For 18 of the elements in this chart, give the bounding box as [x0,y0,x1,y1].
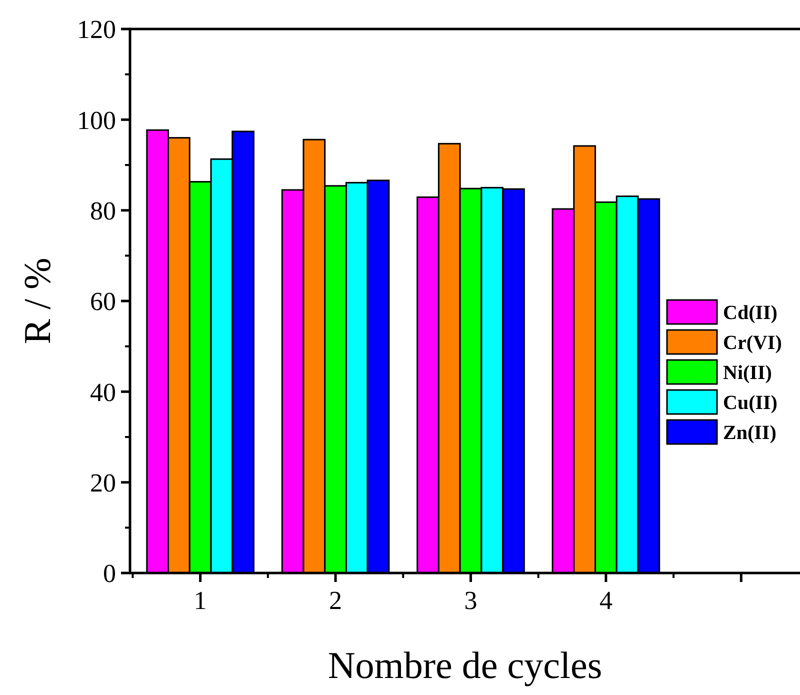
x-axis-title: Nombre de cycles [328,645,602,687]
y-axis-title: R / % [17,258,59,344]
x-tick-label: 4 [599,586,612,615]
y-tick-label: 80 [90,196,116,226]
y-tick-label: 60 [90,287,116,316]
x-tick-label: 1 [194,586,207,615]
y-tick-label: 120 [77,15,116,44]
legend-label: Ni(II) [723,362,772,384]
x-tick-label: 2 [329,586,342,615]
y-tick-label: 0 [103,559,116,588]
y-tick-label: 20 [90,468,116,498]
x-tick-label: 3 [464,586,478,615]
legend-label: Cu(II) [723,392,778,414]
y-tick-label: 40 [90,378,116,407]
legend-label: Cr(VI) [723,332,782,354]
legend-label: Cd(II) [723,302,778,324]
legend-label: Zn(II) [723,422,776,444]
y-tick-label: 100 [77,106,116,135]
